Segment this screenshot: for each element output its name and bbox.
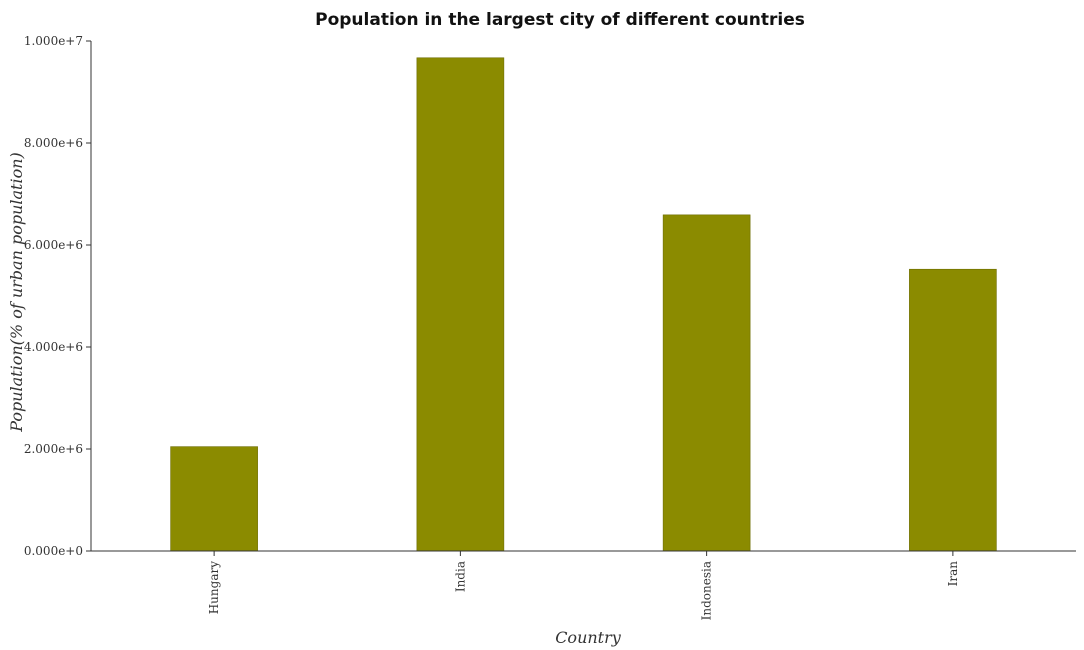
x-tick-label-iran: Iran	[946, 561, 960, 587]
y-tick-label: 2.000e+6	[24, 442, 83, 456]
chart-title: Population in the largest city of differ…	[315, 10, 805, 30]
bar-hungary	[170, 446, 258, 552]
y-tick-label: 0.000e+0	[24, 544, 83, 558]
x-tick-label-india: India	[453, 561, 467, 592]
y-tick-label: 1.000e+7	[24, 34, 83, 48]
bar-group	[170, 57, 997, 552]
x-axis: Hungary India Indonesia Iran	[91, 550, 1076, 620]
bar-iran	[909, 268, 997, 552]
x-axis-title: Country	[555, 628, 622, 647]
y-tick-label: 6.000e+6	[24, 238, 83, 252]
y-axis-title: Population(% of urban population)	[7, 152, 26, 433]
bar-indonesia	[662, 214, 751, 552]
y-axis: 0.000e+0 2.000e+6 4.000e+6 6.000e+6 8.000e+6…	[24, 34, 92, 558]
y-tick-label: 4.000e+6	[24, 340, 83, 354]
x-tick-label-indonesia: Indonesia	[700, 561, 714, 620]
y-tick-label: 8.000e+6	[24, 136, 83, 150]
bar-india	[416, 57, 505, 552]
x-tick-label-hungary: Hungary	[207, 561, 221, 614]
